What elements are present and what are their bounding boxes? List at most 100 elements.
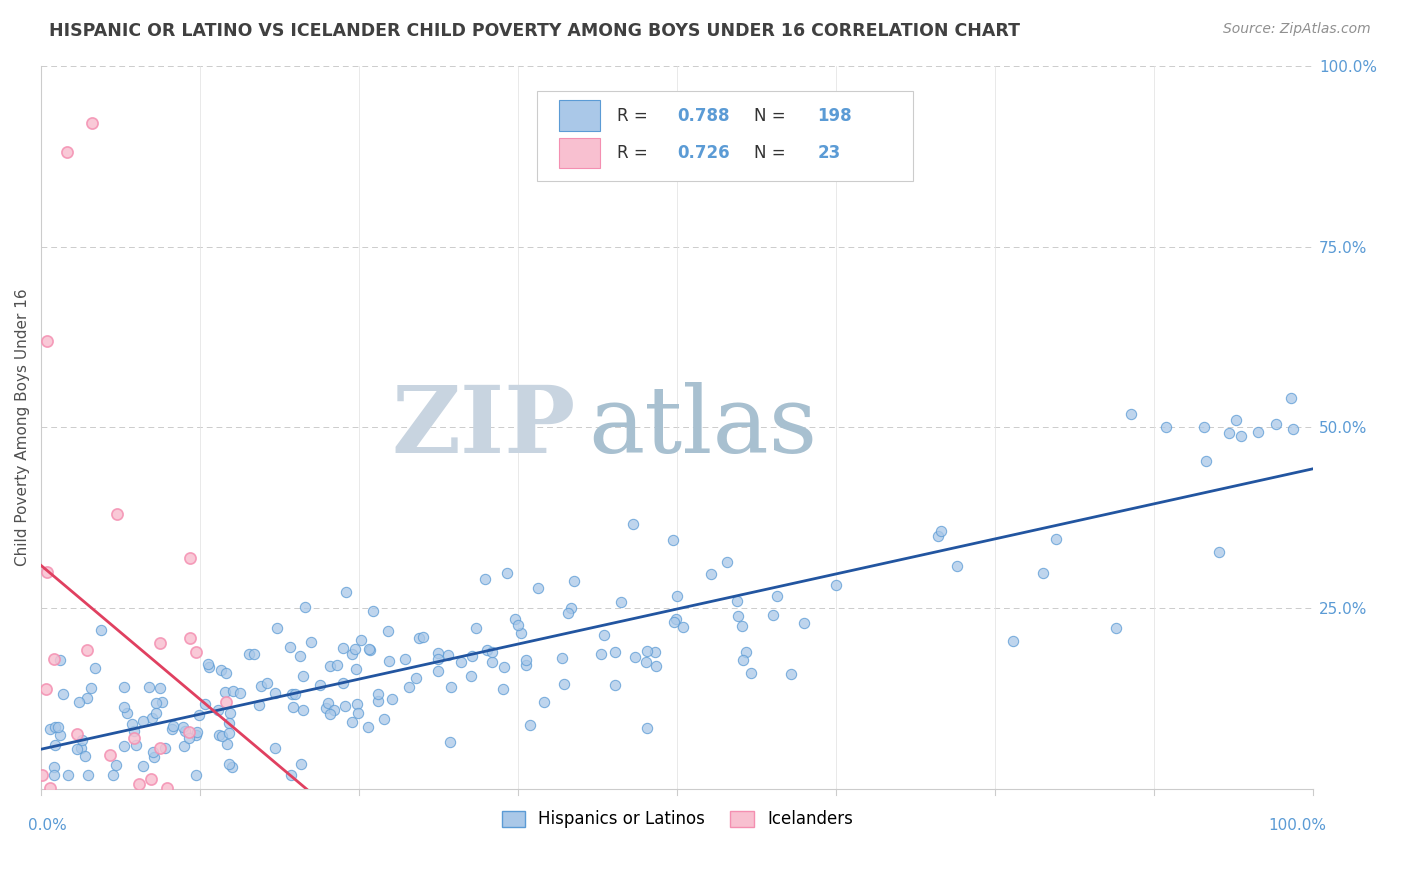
Point <box>527 581 550 595</box>
Point <box>263 686 285 700</box>
Point <box>551 651 574 665</box>
Point <box>149 741 172 756</box>
Text: 100.0%: 100.0% <box>1268 818 1326 833</box>
Point <box>70 732 93 747</box>
Point <box>76 768 98 782</box>
Point <box>44 720 66 734</box>
Point <box>112 680 135 694</box>
Point <box>946 558 969 573</box>
Text: atlas: atlas <box>588 383 817 473</box>
Point <box>340 647 363 661</box>
Point <box>779 667 801 681</box>
Point <box>740 666 762 681</box>
Point <box>346 697 368 711</box>
Point <box>332 641 354 656</box>
Point <box>290 757 312 772</box>
Point <box>291 669 314 683</box>
Point <box>426 647 449 661</box>
Point <box>636 655 658 669</box>
Point <box>121 717 143 731</box>
Point <box>347 706 370 720</box>
Point <box>214 695 236 709</box>
Point <box>76 690 98 705</box>
Point <box>381 691 404 706</box>
Point <box>645 659 668 673</box>
Point <box>49 727 72 741</box>
Point <box>503 612 526 626</box>
Point <box>44 768 66 782</box>
Point <box>249 679 271 693</box>
Point <box>49 653 72 667</box>
Point <box>481 644 503 658</box>
Point <box>222 683 245 698</box>
Point <box>665 611 688 625</box>
Point <box>344 662 367 676</box>
Point <box>1229 429 1251 443</box>
Point <box>247 698 270 713</box>
Point <box>477 643 499 657</box>
Point <box>623 650 645 665</box>
Point <box>359 643 381 657</box>
Point <box>332 676 354 690</box>
Point <box>112 739 135 753</box>
Point <box>1247 425 1270 439</box>
Point <box>408 631 430 645</box>
Point <box>208 728 231 742</box>
Point <box>319 706 342 721</box>
Point <box>474 572 496 586</box>
Point <box>66 742 89 756</box>
Point <box>179 551 201 566</box>
Point <box>145 696 167 710</box>
Point <box>1001 633 1024 648</box>
Point <box>515 653 537 667</box>
Point <box>553 676 575 690</box>
Point <box>266 621 288 635</box>
Point <box>481 655 503 669</box>
Point <box>122 723 145 738</box>
Text: 0.788: 0.788 <box>678 106 730 125</box>
Point <box>357 720 380 734</box>
Text: 0.726: 0.726 <box>678 145 730 162</box>
Point <box>308 678 330 692</box>
Point <box>1154 419 1177 434</box>
Point <box>284 687 307 701</box>
Point <box>492 682 515 697</box>
Point <box>107 508 129 522</box>
Point <box>495 566 517 580</box>
Point <box>700 566 723 581</box>
Text: Source: ZipAtlas.com: Source: ZipAtlas.com <box>1223 22 1371 37</box>
FancyBboxPatch shape <box>560 100 599 131</box>
Point <box>218 715 240 730</box>
Point <box>58 768 80 782</box>
Point <box>44 739 66 753</box>
Point <box>1105 621 1128 635</box>
Point <box>73 748 96 763</box>
Point <box>177 725 200 739</box>
Point <box>494 659 516 673</box>
Point <box>318 659 340 673</box>
Point <box>731 618 754 632</box>
Point <box>1279 391 1302 405</box>
Point <box>124 739 146 753</box>
Point <box>221 759 243 773</box>
Point <box>1195 454 1218 468</box>
Point <box>35 681 58 696</box>
Point <box>173 723 195 738</box>
Point <box>603 678 626 692</box>
Point <box>194 697 217 711</box>
Point <box>55 145 77 160</box>
Point <box>593 628 616 642</box>
Point <box>591 647 613 661</box>
Point <box>142 745 165 759</box>
Point <box>315 701 337 715</box>
Text: R =: R = <box>617 145 654 162</box>
Point <box>218 726 240 740</box>
Point <box>37 565 59 579</box>
Point <box>290 649 312 664</box>
Point <box>243 647 266 661</box>
Point <box>1282 422 1305 436</box>
Point <box>450 655 472 669</box>
Point <box>238 647 260 661</box>
Point <box>84 661 107 675</box>
Point <box>929 524 952 538</box>
